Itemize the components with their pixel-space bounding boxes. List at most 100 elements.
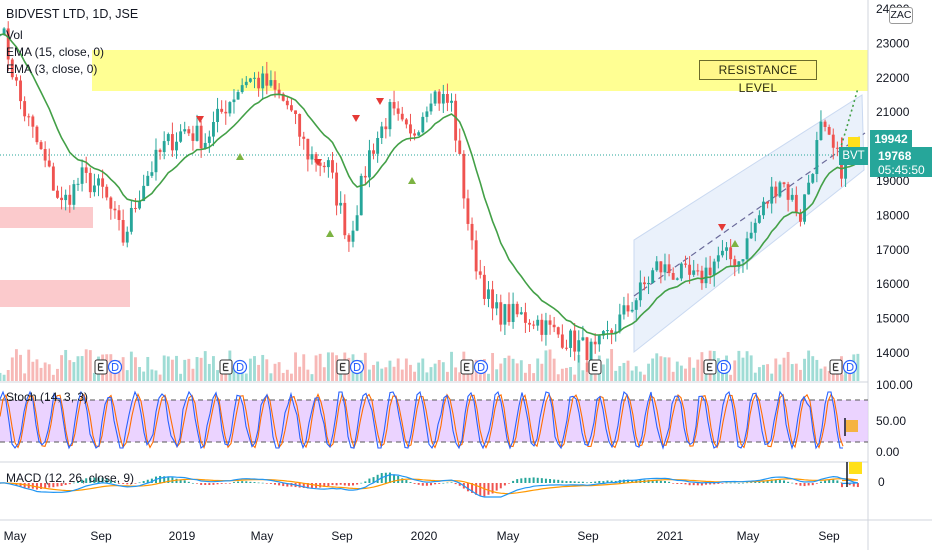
ema-3-legend[interactable]: EMA (3, close, 0)	[6, 62, 98, 76]
earnings-badge[interactable]	[460, 359, 474, 375]
volume-bar	[757, 367, 761, 381]
macd-histogram-bar	[430, 483, 432, 486]
ema-15-legend[interactable]: EMA (15, close, 0)	[6, 45, 105, 59]
dividend-badge[interactable]	[473, 359, 489, 375]
dividend-badge[interactable]	[232, 359, 248, 375]
event-badges[interactable]	[94, 359, 858, 375]
macd-histogram-bar	[778, 479, 781, 483]
earnings-badge[interactable]	[703, 359, 717, 375]
candle-body	[310, 154, 314, 160]
macd-histogram-bar	[466, 483, 469, 492]
earnings-badge[interactable]	[336, 359, 350, 375]
candle-body	[425, 111, 429, 117]
earnings-badge[interactable]	[588, 359, 602, 375]
candle-body	[376, 138, 380, 154]
candle-body	[154, 149, 158, 173]
earnings-badge[interactable]	[829, 359, 843, 375]
volume-bar	[552, 358, 556, 381]
time-tick-label: Sep	[331, 529, 353, 543]
macd-histogram-bar	[733, 482, 736, 484]
earnings-badge[interactable]	[94, 359, 108, 375]
macd-histogram-bar	[458, 483, 461, 486]
dividend-badge[interactable]	[349, 359, 365, 375]
macd-histogram-bar	[557, 479, 560, 483]
macd-histogram-bar	[397, 475, 400, 483]
volume-bar	[261, 354, 265, 381]
volume-bar	[548, 349, 552, 381]
candle-body	[88, 172, 92, 193]
candle-body	[733, 259, 737, 267]
macd-histogram-bar	[770, 479, 773, 483]
candle-body	[778, 182, 782, 197]
volume-bar	[203, 351, 207, 381]
volume-bar	[737, 350, 741, 381]
candle-body	[64, 194, 68, 201]
macd-histogram-bar	[856, 483, 859, 488]
volume-bar	[774, 358, 778, 381]
volume-bar	[581, 370, 585, 381]
macd-histogram-bar	[434, 483, 437, 485]
candle-body	[2, 28, 6, 35]
macd-histogram-bar	[425, 483, 428, 486]
volume-bar	[618, 366, 622, 381]
macd-histogram-bar	[573, 481, 576, 483]
volume-bar	[294, 352, 297, 381]
volume-bar	[696, 359, 700, 381]
candle-body	[614, 331, 618, 333]
volume-bar	[634, 366, 638, 381]
macd-histogram-bar	[56, 483, 59, 487]
volume-legend[interactable]: Vol	[6, 28, 23, 42]
volume-bar	[840, 374, 844, 381]
volume-bar	[729, 374, 733, 381]
candle-body	[630, 309, 634, 312]
dividend-badge[interactable]	[842, 359, 858, 375]
candle-body	[487, 289, 490, 299]
volume-bar	[417, 362, 421, 381]
volume-bar	[31, 361, 35, 381]
macd-histogram-bar	[368, 478, 371, 483]
candle-body	[811, 174, 815, 183]
volume-bar	[491, 353, 495, 381]
volume-bar	[782, 357, 786, 381]
macd-histogram-bar	[196, 483, 199, 484]
stoch-legend[interactable]: Stoch (14, 3, 3)	[6, 390, 89, 404]
time-tick-label: May	[251, 529, 274, 543]
dividend-badge[interactable]	[107, 359, 123, 375]
candle-body	[794, 194, 798, 213]
macd-legend[interactable]: MACD (12, 26, close, 9)	[6, 471, 135, 485]
macd-histogram-bar	[60, 483, 63, 486]
indicator-axis[interactable]: 100.00 50.00 0.00 0	[876, 378, 913, 489]
candle-body	[544, 320, 548, 335]
volume-bar	[577, 355, 581, 381]
macd-histogram-bar	[343, 483, 346, 486]
volume-bar	[425, 372, 429, 381]
volume-bar	[281, 372, 285, 381]
dividend-badge[interactable]	[716, 359, 732, 375]
volume-bar	[47, 364, 51, 381]
candle-body	[240, 85, 244, 93]
macd-histogram-bar	[204, 483, 207, 485]
candle-body	[253, 77, 256, 79]
stoch-tick-label: 50.00	[876, 414, 906, 428]
candle-body	[228, 102, 232, 114]
macd-histogram-bar	[113, 481, 116, 483]
candle-body	[220, 108, 224, 112]
macd-histogram-bar	[544, 478, 547, 483]
price-axis[interactable]: 2400023000220002100020000190001800017000…	[876, 2, 910, 360]
volume-bar	[798, 369, 802, 381]
candle-body	[335, 172, 339, 206]
volume-bar	[433, 363, 437, 381]
candle-body	[146, 175, 150, 186]
candle-body	[741, 259, 745, 262]
volume-bar	[154, 370, 158, 381]
earnings-badge[interactable]	[219, 359, 233, 375]
candle-body	[819, 121, 823, 141]
macd-histogram-bar	[746, 482, 749, 484]
time-axis[interactable]: May Sep 2019 May Sep 2020 May Sep 2021 May Sep	[4, 529, 840, 543]
volume-bar	[27, 349, 31, 381]
volume-bar	[404, 358, 408, 381]
currency-button[interactable]: ZAC	[889, 7, 913, 24]
macd-histogram-bar	[245, 481, 248, 483]
candle-body	[745, 238, 749, 260]
